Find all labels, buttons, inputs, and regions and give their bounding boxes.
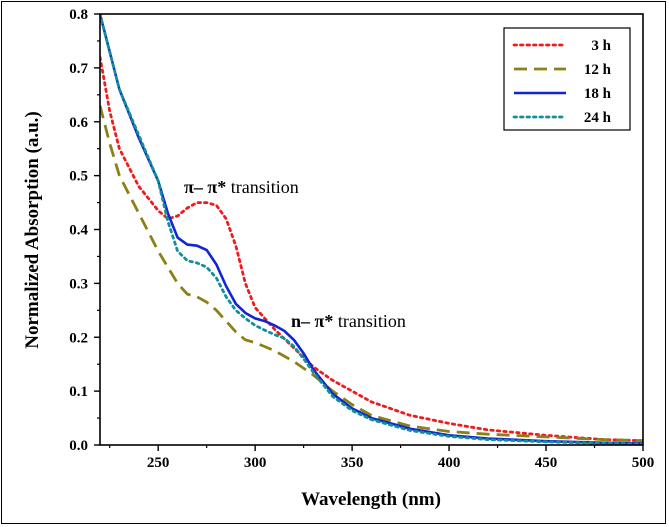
series-line-12h (100, 105, 643, 443)
y-tick-label-1: 0.1 (69, 384, 88, 400)
y-tick-label-8: 0.8 (69, 7, 88, 23)
annotation-pi-pi-transition: π– π* transition (184, 177, 299, 197)
svg-text:n– π* transition: n– π* transition (291, 311, 406, 331)
legend-label-24h: 24 h (584, 110, 612, 126)
y-tick-label-4: 0.4 (69, 223, 88, 239)
legend-box (503, 27, 631, 131)
legend-label-12h: 12 h (584, 62, 612, 78)
y-axis-title: Normalized Absorption (a.u.) (22, 111, 43, 349)
x-tick-label-350: 350 (341, 455, 364, 471)
y-axis: 0.0 0.1 0.2 0.3 0.4 0.5 0.6 0.7 0.8 (69, 7, 100, 454)
svg-text:π– π* transition: π– π* transition (184, 177, 299, 197)
y-tick-label-2: 0.2 (69, 330, 88, 346)
annotation-n-pi-transition: n– π* transition (291, 311, 406, 331)
y-tick-label-7: 0.7 (69, 61, 88, 77)
y-tick-label-3: 0.3 (69, 276, 88, 292)
series-line-24h (100, 14, 643, 445)
series-line-18h (100, 14, 643, 445)
x-axis: 250 300 350 400 450 500 (109, 445, 655, 471)
legend-label-18h: 18 h (584, 86, 612, 102)
y-tick-label-5: 0.5 (69, 169, 88, 185)
legend-label-3h: 3 h (591, 38, 611, 54)
y-tick-label-6: 0.6 (69, 115, 88, 131)
annotation-n-pi-symbol: n– π* (291, 311, 333, 331)
series-line-3h (100, 55, 643, 443)
annotation-n-pi-text: transition (333, 311, 406, 331)
annotation-pi-pi-symbol: π– π* (184, 177, 226, 197)
x-tick-label-500: 500 (632, 455, 655, 471)
annotation-pi-pi-text: transition (226, 177, 299, 197)
series-layer (100, 14, 643, 445)
x-tick-label-250: 250 (147, 455, 170, 471)
legend: 3 h 12 h 18 h 24 h (503, 27, 631, 131)
x-tick-label-300: 300 (244, 455, 267, 471)
x-tick-label-400: 400 (438, 455, 461, 471)
x-axis-title: Wavelength (nm) (301, 489, 441, 510)
y-tick-label-0: 0.0 (69, 438, 88, 454)
x-tick-label-450: 450 (535, 455, 558, 471)
